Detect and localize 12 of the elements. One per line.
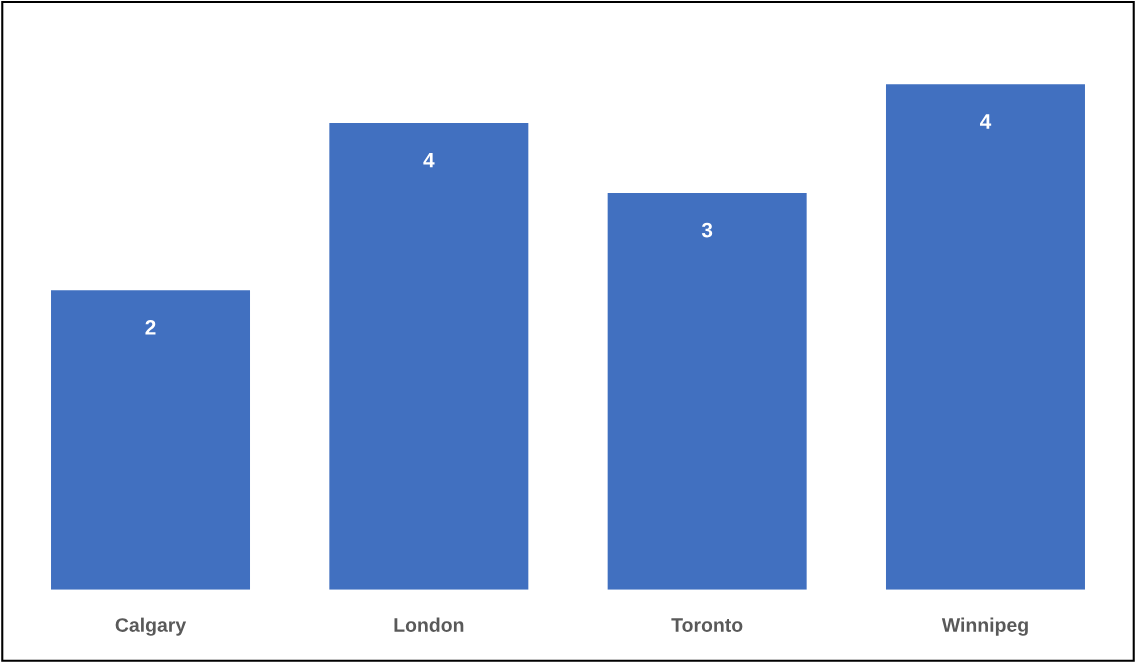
bar xyxy=(329,123,529,590)
x-tick-label: Calgary xyxy=(115,617,187,636)
data-label: 4 xyxy=(980,114,992,129)
bar xyxy=(51,290,251,590)
bar xyxy=(885,84,1085,590)
data-label: 2 xyxy=(145,320,156,335)
x-tick-label: Winnipeg xyxy=(941,617,1028,636)
data-label: 4 xyxy=(423,153,435,168)
x-tick-label: London xyxy=(394,617,464,632)
data-label: 3 xyxy=(701,222,713,238)
x-tick-label: Toronto xyxy=(671,618,743,632)
bar xyxy=(607,192,807,590)
